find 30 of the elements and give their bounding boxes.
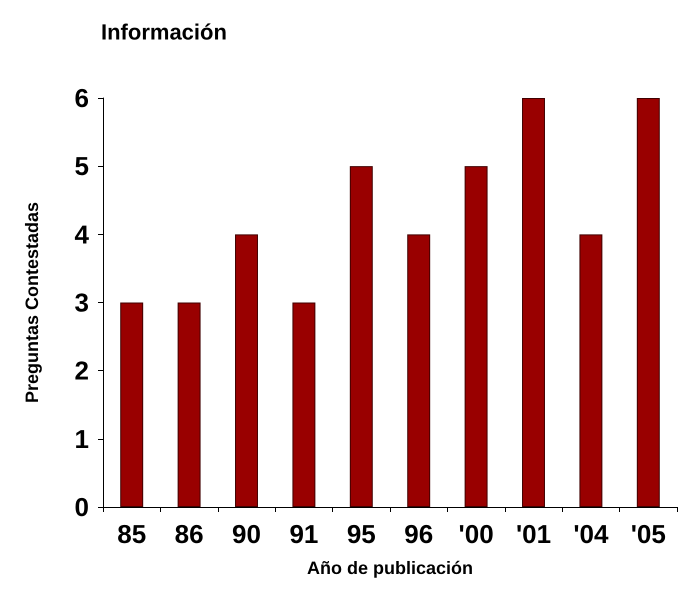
bar bbox=[235, 234, 258, 507]
bar bbox=[522, 98, 545, 507]
x-tick-label: 86 bbox=[174, 519, 204, 549]
bar bbox=[350, 166, 373, 507]
y-tick-label: 2 bbox=[74, 356, 89, 386]
x-tick-label: '05 bbox=[630, 519, 666, 549]
bar bbox=[120, 302, 144, 507]
x-tick-label: '00 bbox=[458, 519, 494, 549]
y-tick-label: 3 bbox=[74, 288, 89, 318]
x-tick-label: 90 bbox=[232, 519, 261, 549]
bar bbox=[407, 234, 430, 507]
x-axis-title: Año de publicación bbox=[306, 558, 474, 578]
y-tick-label: 4 bbox=[74, 219, 90, 250]
y-tick-label: 5 bbox=[74, 151, 89, 182]
bar bbox=[579, 234, 602, 507]
x-tick-label: '04 bbox=[573, 519, 609, 549]
bar bbox=[636, 98, 660, 507]
x-tick-label: '01 bbox=[516, 519, 552, 549]
bar bbox=[292, 302, 316, 507]
x-tick-label: 91 bbox=[289, 519, 318, 549]
y-tick-label: 6 bbox=[74, 83, 89, 113]
x-tick-label: 96 bbox=[404, 519, 434, 549]
x-tick-label: 85 bbox=[117, 519, 146, 549]
y-tick-label: 1 bbox=[74, 424, 89, 454]
x-tick-label: 95 bbox=[346, 519, 376, 549]
y-tick-label: 0 bbox=[74, 492, 89, 522]
y-axis-title: Preguntas Contestadas bbox=[22, 202, 42, 404]
bar bbox=[464, 166, 488, 507]
bar bbox=[178, 302, 201, 507]
chart-title: Información bbox=[101, 20, 227, 44]
